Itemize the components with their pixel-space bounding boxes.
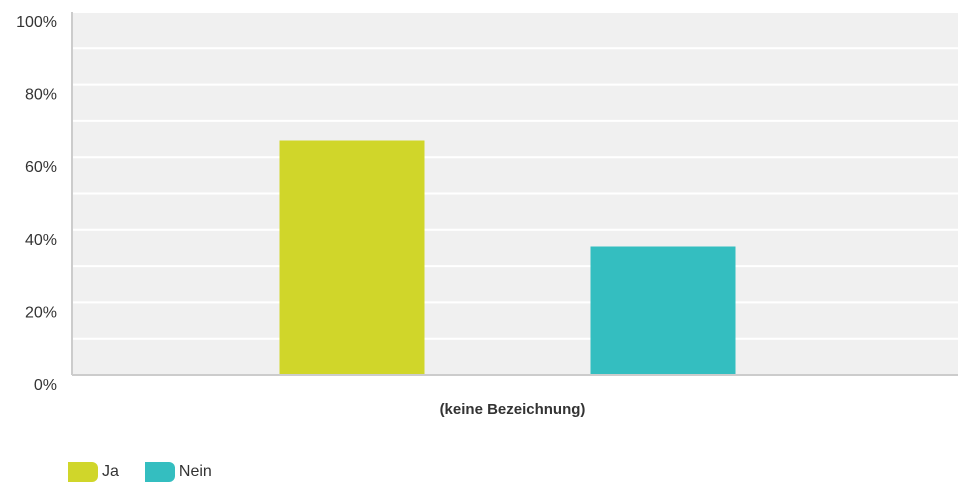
legend-label-ja: Ja (102, 463, 119, 480)
bar-ja[interactable] (279, 140, 425, 375)
legend-swatch-ja (68, 462, 98, 482)
legend-item-ja[interactable]: Ja (68, 462, 119, 482)
legend-label-nein: Nein (178, 463, 212, 480)
bars (279, 140, 736, 375)
x-axis-label: (keine Bezeichnung) (440, 401, 586, 418)
y-tick-label: 80% (25, 87, 57, 104)
y-tick-label: 20% (25, 304, 57, 321)
y-axis-ticks: 0% 20% 40% 60% 80% 100% (16, 14, 57, 394)
y-tick-label: 40% (25, 232, 57, 249)
y-tick-label: 100% (16, 14, 57, 31)
legend-item-nein[interactable]: Nein (144, 462, 212, 482)
legend: Ja Nein (68, 462, 238, 482)
grid-lines (73, 11, 958, 340)
y-tick-label: 0% (34, 377, 57, 394)
bar-nein[interactable] (590, 246, 736, 375)
y-tick-label: 60% (25, 159, 57, 176)
legend-swatch-nein (144, 462, 175, 482)
